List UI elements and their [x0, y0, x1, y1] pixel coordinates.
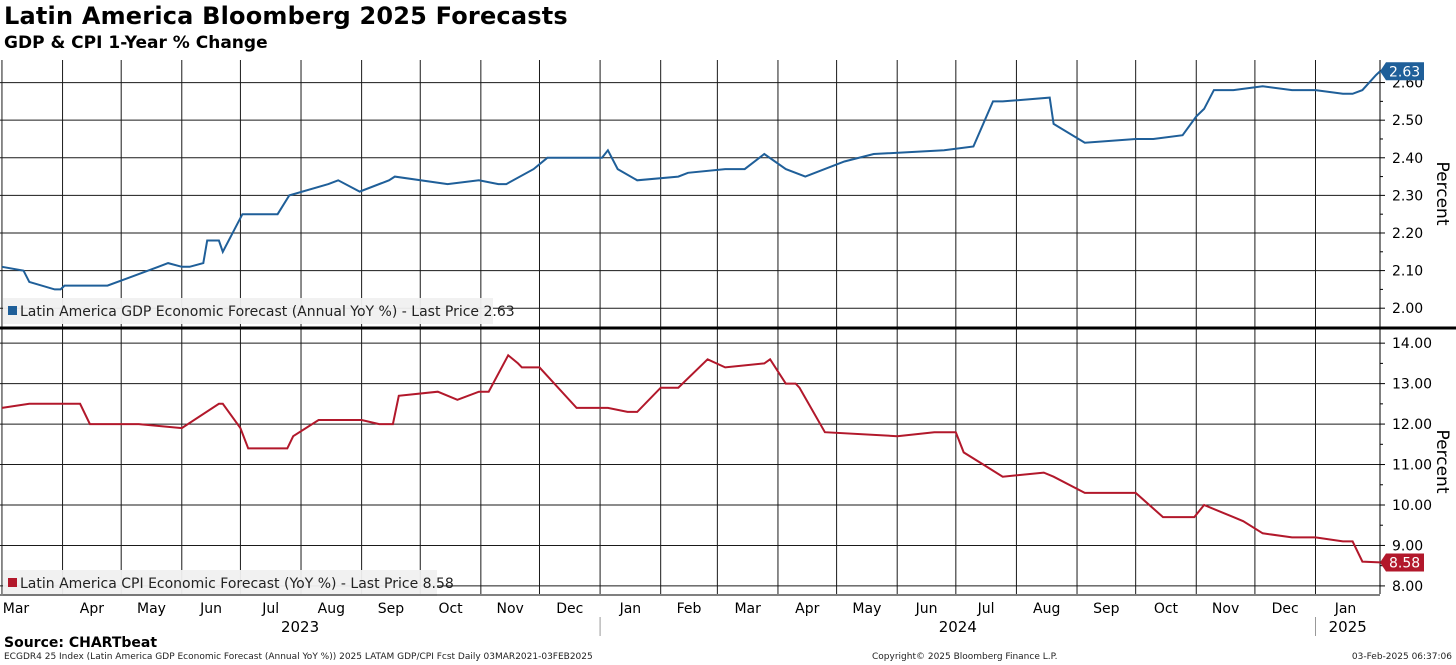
x-month-label: Aug: [318, 601, 345, 617]
gdp-last-price-label: 2.63: [1389, 64, 1420, 80]
cpi-series-line: [1, 353, 1381, 564]
x-month-label: Apr: [795, 601, 819, 617]
y-axis-title: Percent: [1432, 162, 1452, 226]
y-tick-label: 10.00: [1392, 498, 1432, 514]
x-month-label: Dec: [1272, 601, 1299, 617]
y-tick-label: 9.00: [1392, 538, 1423, 554]
chart-subtitle: GDP & CPI 1-Year % Change: [4, 33, 268, 53]
x-month-label: Jul: [977, 601, 995, 617]
gdp-series-line: [1, 70, 1381, 291]
x-month-label: Jun: [199, 601, 222, 617]
cpi-last-price-flag: [1380, 553, 1424, 572]
x-year-label: 2025: [1329, 618, 1367, 636]
footer-copyright: Copyright© 2025 Bloomberg Finance L.P.: [872, 652, 1058, 662]
y-tick-label: 2.40: [1392, 151, 1423, 167]
y-tick-label: 2.30: [1392, 188, 1423, 204]
x-month-label: Jan: [1334, 601, 1357, 617]
x-month-label: Aug: [1033, 601, 1060, 617]
x-month-label: Sep: [1093, 601, 1120, 617]
x-month-label: Mar: [734, 601, 761, 617]
gdp-legend-label: Latin America GDP Economic Forecast (Ann…: [20, 304, 515, 320]
x-month-label: Sep: [378, 601, 405, 617]
y-tick-label: 2.10: [1392, 264, 1423, 280]
y-tick-label: 12.00: [1392, 417, 1432, 433]
x-year-label: 2024: [939, 618, 977, 636]
y-tick-label: 2.00: [1392, 301, 1423, 317]
cpi-last-price-label: 8.58: [1389, 555, 1420, 571]
gdp-legend-box: [3, 298, 493, 324]
footer-ticker-info: ECGDR4 25 Index (Latin America GDP Econo…: [4, 652, 593, 662]
source-label: Source: CHARTbeat: [4, 635, 158, 651]
y-tick-label: 13.00: [1392, 377, 1432, 393]
x-month-label: Jun: [915, 601, 938, 617]
x-month-label: Feb: [677, 601, 702, 617]
gdp-legend-swatch: [8, 306, 17, 315]
x-month-label: May: [137, 601, 166, 617]
y-tick-label: 2.50: [1392, 113, 1423, 129]
y-tick-label: 8.00: [1392, 579, 1423, 595]
x-month-label: Oct: [438, 601, 463, 617]
y-tick-label: 2.20: [1392, 226, 1423, 242]
x-month-label: Jan: [619, 601, 642, 617]
panel-background: [0, 329, 1380, 594]
panel-background: [0, 60, 1380, 327]
x-month-label: Jul: [261, 601, 279, 617]
chart-title: Latin America Bloomberg 2025 Forecasts: [4, 2, 568, 30]
cpi-legend-swatch: [8, 578, 17, 587]
y-axis-title: Percent: [1432, 430, 1452, 494]
x-month-label: Nov: [1212, 601, 1239, 617]
y-tick-label: 11.00: [1392, 458, 1432, 474]
x-year-label: 2023: [281, 618, 319, 636]
x-month-label: May: [852, 601, 881, 617]
y-tick-label: 14.00: [1392, 336, 1432, 352]
x-month-label: Dec: [556, 601, 583, 617]
cpi-legend-box: [3, 570, 437, 596]
x-month-label: Mar: [3, 601, 30, 617]
gdp-last-price-flag: [1380, 62, 1424, 81]
cpi-legend-label: Latin America CPI Economic Forecast (YoY…: [20, 576, 454, 592]
footer-timestamp: 03-Feb-2025 06:37:06: [1351, 652, 1452, 662]
x-month-label: Nov: [497, 601, 524, 617]
x-month-label: Apr: [80, 601, 104, 617]
x-month-label: Oct: [1154, 601, 1179, 617]
